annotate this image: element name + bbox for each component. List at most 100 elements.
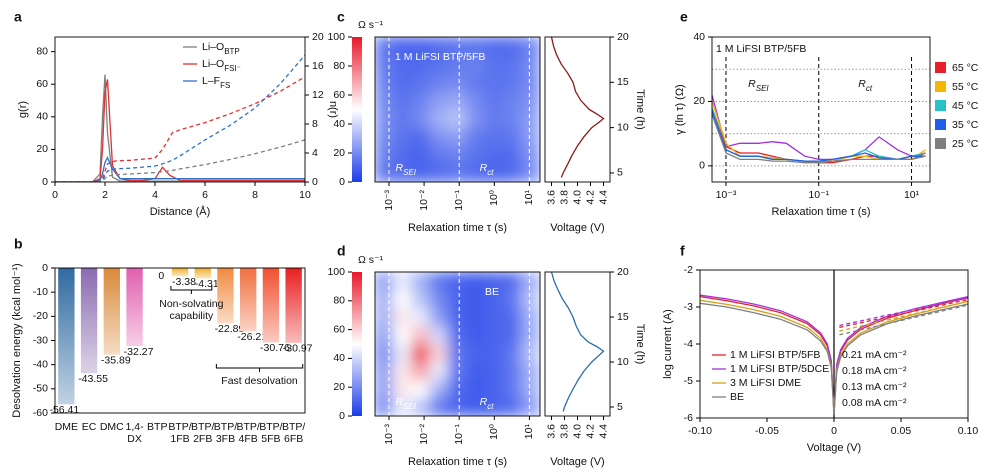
y-tick-label: 20 <box>693 95 705 107</box>
heat-cell <box>392 37 413 56</box>
heat-cell <box>447 397 468 416</box>
heat-cell <box>466 361 486 381</box>
value-label: -56.41 <box>49 404 79 416</box>
heat-cell <box>502 289 523 309</box>
value-label: -4.31 <box>195 278 219 290</box>
heat-cell <box>484 37 504 56</box>
heat-cell <box>375 127 394 147</box>
heat-cell <box>521 127 540 147</box>
line-series <box>712 94 926 161</box>
line-series <box>55 79 305 182</box>
heat-cell <box>375 72 394 92</box>
legend-swatch <box>935 119 946 130</box>
x-axis-title: Relaxation time τ (s) <box>771 206 870 218</box>
heatmap-cells <box>375 272 540 416</box>
heat-cell <box>392 272 413 291</box>
x-tick-label: 10¹ <box>523 424 535 440</box>
subscript: SEI <box>756 84 770 93</box>
x-tick-label: 3.8 <box>558 424 570 439</box>
text-part: R <box>748 78 756 90</box>
bar <box>126 268 143 346</box>
legend-swatch <box>935 100 946 111</box>
chart-title: 1 M LiFSI BTP/5FB <box>716 43 806 55</box>
heat-cell <box>447 145 468 165</box>
value-label: -43.55 <box>78 373 108 385</box>
text-part: R <box>480 162 488 174</box>
heat-cell <box>484 379 504 399</box>
y-tick-label: 10 <box>617 121 629 133</box>
bar <box>217 268 234 324</box>
x-tick-label: 4.4 <box>597 424 609 439</box>
heat-cell <box>521 109 540 129</box>
annotation: Rct <box>480 396 495 411</box>
heat-cell <box>392 72 413 92</box>
axes-frame <box>544 271 611 417</box>
bar <box>103 268 120 355</box>
panel-letter: a <box>14 9 22 25</box>
y-tick-label: 4 <box>312 147 318 159</box>
heat-cell <box>429 343 449 363</box>
heat-cell <box>375 109 394 129</box>
heat-cell <box>429 272 449 291</box>
y-tick-label: -30 <box>33 334 48 346</box>
annotation: 0.18 mA cm⁻² <box>842 365 907 377</box>
panel-letter: d <box>337 243 346 259</box>
y-tick-label: 80 <box>36 45 48 57</box>
heat-cell <box>484 325 504 345</box>
line-series <box>839 304 968 336</box>
heat-cell <box>484 397 504 416</box>
heat-cell <box>502 72 523 92</box>
subscript: SEI <box>403 168 417 177</box>
y-tick-label: -3 <box>684 301 693 313</box>
heat-cell <box>392 109 413 129</box>
y-tick-label: 40 <box>333 352 345 364</box>
subscript: FSI⁻ <box>224 64 241 73</box>
y-tick-label: 12 <box>312 89 324 101</box>
heat-cell <box>447 361 468 381</box>
y-tick-label: 8 <box>312 118 318 130</box>
y-axis-title: g(r) <box>17 101 29 118</box>
legend-label: 1 M LiFSI BTP/5DCE <box>730 363 829 375</box>
heat-cell <box>411 37 431 56</box>
heat-cell <box>375 272 394 291</box>
heat-cell <box>429 397 449 416</box>
y-tick-label: 0 <box>339 410 345 422</box>
y-tick-label: 5 <box>617 167 623 179</box>
heat-cell <box>521 325 540 345</box>
heat-cell <box>521 289 540 309</box>
heat-cell <box>375 90 394 110</box>
y-tick-label: -2 <box>684 264 693 276</box>
heat-cell <box>466 127 486 147</box>
heat-cell <box>447 272 468 291</box>
x-tick-label: DMC <box>100 421 124 433</box>
heat-cell <box>521 37 540 56</box>
x-tick-label: 10⁻² <box>418 423 430 444</box>
heat-cell <box>392 127 413 147</box>
x-tick-label: 4.0 <box>571 424 583 439</box>
legend-label: Li–OBTP <box>202 41 240 56</box>
value-label: -22.89 <box>215 323 245 335</box>
colorbar <box>352 37 362 182</box>
heat-cell <box>521 72 540 92</box>
x-tick-label: BTP/3FB <box>214 421 237 445</box>
heat-cell <box>447 54 468 74</box>
x-tick-label: BTP/6FB <box>282 421 305 445</box>
legend-label: 45 °C <box>952 100 979 112</box>
heat-cell <box>502 54 523 74</box>
heat-cell <box>502 343 523 363</box>
heat-cell <box>521 361 540 381</box>
value-label: -26.21 <box>237 331 267 343</box>
x-tick-label: 10⁻³ <box>383 189 395 210</box>
y-tick-label: -50 <box>33 383 48 395</box>
heat-cell <box>447 343 468 363</box>
legend-swatch <box>935 81 946 92</box>
heat-cell <box>411 127 431 147</box>
text-part: Li–O <box>202 41 224 53</box>
x-axis-title: Voltage (V) <box>550 456 604 468</box>
legend-label: 35 °C <box>952 119 979 131</box>
heat-cell <box>466 325 486 345</box>
heat-cell <box>484 109 504 129</box>
heat-cell <box>429 361 449 381</box>
subscript: ct <box>487 402 494 411</box>
heat-cell <box>447 325 468 345</box>
